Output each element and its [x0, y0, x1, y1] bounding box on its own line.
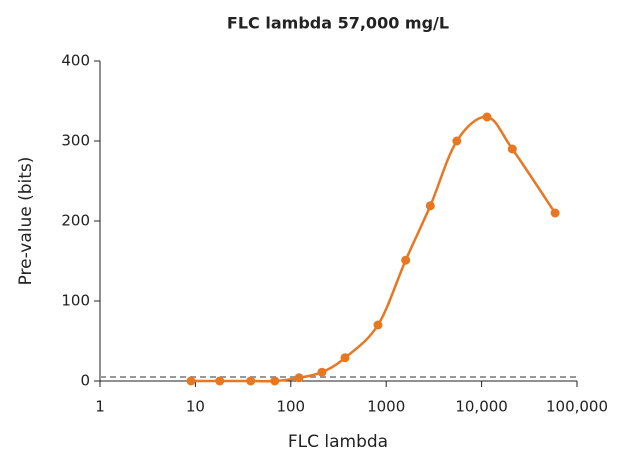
data-point [425, 201, 435, 211]
data-point [482, 112, 492, 122]
data-point [270, 376, 280, 386]
x-tick-label: 100,000 [546, 398, 608, 416]
data-point [294, 373, 304, 383]
y-axis-title: Pre-value (bits) [16, 157, 36, 286]
data-point [507, 144, 517, 154]
x-axis-title: FLC lambda [288, 432, 388, 452]
x-tick-label: 10,000 [455, 398, 508, 416]
y-tick-label: 100 [61, 292, 90, 310]
data-point [215, 376, 225, 386]
x-tick-label: 1000 [367, 398, 405, 416]
data-point [550, 208, 560, 218]
y-tick-label: 0 [80, 372, 90, 390]
data-point [340, 353, 350, 363]
data-point [317, 367, 327, 377]
y-tick-label: 300 [61, 132, 90, 150]
chart-title: FLC lambda 57,000 mg/L [227, 14, 449, 33]
data-point [246, 376, 256, 386]
x-tick-label: 10 [186, 398, 205, 416]
y-tick-label: 200 [61, 212, 90, 230]
data-point [186, 376, 196, 386]
data-point [373, 320, 383, 330]
data-point [452, 136, 462, 146]
x-tick-label: 1 [95, 398, 105, 416]
y-tick-label: 400 [61, 52, 90, 70]
data-point [401, 255, 411, 265]
x-tick-label: 100 [276, 398, 305, 416]
series-line [191, 115, 557, 383]
